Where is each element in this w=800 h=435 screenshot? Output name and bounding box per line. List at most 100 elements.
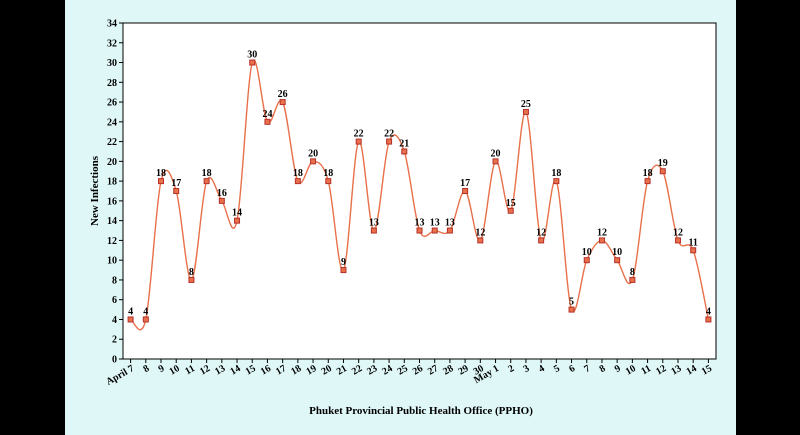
- data-point: [188, 276, 195, 283]
- y-tick-label: 16: [107, 196, 117, 207]
- data-point: [674, 237, 681, 244]
- data-point: [370, 227, 377, 234]
- y-tick-label: 18: [107, 177, 117, 188]
- data-label: 11: [688, 237, 697, 248]
- data-point: [340, 267, 347, 274]
- y-tick-label: 24: [107, 117, 117, 128]
- x-tick-label: 7: [582, 363, 592, 375]
- data-label: 18: [293, 168, 303, 179]
- x-tick-label: 8: [598, 363, 608, 375]
- data-point: [386, 138, 393, 145]
- x-tick-label: 12: [654, 363, 668, 378]
- x-tick-label: 16: [259, 363, 273, 378]
- data-label: 17: [460, 178, 470, 189]
- y-tick-label: 26: [107, 98, 117, 109]
- x-tick-label: 18: [289, 363, 303, 378]
- data-label: 13: [369, 218, 379, 229]
- y-tick-label: 30: [107, 58, 117, 69]
- data-point: [264, 118, 271, 125]
- data-label: 4: [143, 306, 148, 317]
- x-tick-label: 15: [244, 363, 258, 378]
- y-tick-label: 10: [107, 256, 117, 267]
- data-point: [218, 197, 225, 204]
- data-label: 20: [491, 148, 501, 159]
- data-label: 12: [536, 227, 546, 238]
- x-tick-label: 20: [320, 363, 334, 378]
- x-tick-label: 10: [624, 363, 638, 378]
- y-tick-label: 2: [112, 335, 117, 346]
- data-label: 12: [475, 227, 485, 238]
- data-point: [614, 257, 621, 264]
- data-point: [127, 316, 134, 323]
- data-label: 18: [643, 168, 653, 179]
- y-tick-label: 14: [107, 216, 117, 227]
- data-point: [553, 178, 560, 185]
- data-label: 12: [597, 227, 607, 238]
- data-label: 9: [341, 257, 346, 268]
- x-tick-label: 24: [380, 363, 394, 378]
- y-tick-label: 0: [112, 355, 117, 366]
- data-point: [690, 247, 697, 254]
- x-tick-label: 10: [168, 363, 182, 378]
- x-tick-label: 23: [365, 363, 379, 378]
- data-point: [325, 178, 332, 185]
- data-point: [401, 148, 408, 155]
- x-tick-label: 29: [456, 363, 470, 378]
- x-tick-label: 8: [141, 363, 151, 375]
- data-point: [629, 276, 636, 283]
- data-point: [142, 316, 149, 323]
- data-point: [279, 99, 286, 106]
- data-label: 13: [445, 218, 455, 229]
- data-label: 24: [262, 109, 272, 120]
- data-label: 4: [128, 306, 133, 317]
- x-tick-label: 11: [183, 363, 197, 377]
- y-tick-label: 20: [107, 157, 117, 168]
- data-point: [659, 168, 666, 175]
- data-label: 21: [399, 138, 409, 149]
- x-tick-label: 17: [274, 363, 288, 378]
- x-tick-label: 25: [396, 363, 410, 378]
- data-point: [294, 178, 301, 185]
- y-tick-label: 28: [107, 78, 117, 89]
- x-tick-label: 21: [335, 363, 349, 378]
- x-tick-label: 22: [350, 363, 364, 378]
- x-tick-label: 4: [537, 363, 547, 375]
- data-point: [492, 158, 499, 165]
- data-label: 13: [415, 218, 425, 229]
- y-tick-label: 34: [107, 19, 117, 30]
- data-label: 8: [189, 267, 194, 278]
- data-label: 25: [521, 99, 531, 110]
- data-label: 30: [247, 50, 257, 61]
- x-tick-label: 15: [700, 363, 714, 378]
- data-label: 19: [658, 158, 668, 169]
- data-point: [234, 217, 241, 224]
- data-label: 12: [673, 227, 683, 238]
- y-tick-label: 22: [107, 137, 117, 148]
- data-label: 22: [384, 129, 394, 140]
- data-point: [431, 227, 438, 234]
- x-tick-label: 6: [567, 363, 577, 375]
- x-tick-label: 13: [213, 363, 227, 378]
- data-point: [705, 316, 712, 323]
- data-label: 5: [569, 297, 574, 308]
- x-tick-label: 26: [411, 363, 425, 378]
- x-tick-label: 3: [522, 363, 532, 375]
- data-point: [507, 207, 514, 214]
- data-label: 20: [308, 148, 318, 159]
- x-tick-label: 19: [304, 363, 318, 378]
- x-tick-label: 14: [228, 363, 242, 378]
- x-tick-label: 9: [157, 363, 167, 375]
- x-tick-label: 11: [639, 363, 653, 377]
- x-tick-label: 14: [685, 363, 699, 378]
- x-tick-label: 5: [552, 363, 562, 375]
- data-label: 18: [551, 168, 561, 179]
- data-label: 18: [323, 168, 333, 179]
- data-label: 18: [202, 168, 212, 179]
- x-tick-label: 27: [426, 363, 440, 378]
- y-tick-label: 4: [112, 315, 117, 326]
- data-label: 13: [430, 218, 440, 229]
- data-label: 16: [217, 188, 227, 199]
- x-tick-label: 13: [669, 363, 683, 378]
- data-point: [644, 178, 651, 185]
